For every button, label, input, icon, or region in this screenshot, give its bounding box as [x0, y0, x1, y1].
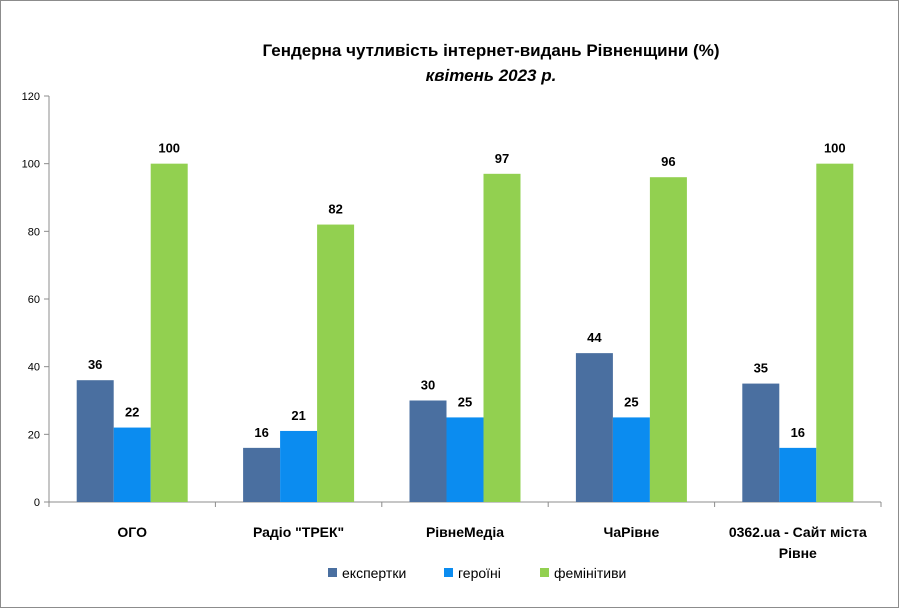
legend-swatch [444, 568, 453, 577]
legend-label: героїні [458, 565, 501, 581]
bar [317, 224, 355, 503]
data-label: 22 [125, 405, 139, 420]
data-label: 44 [587, 330, 602, 345]
data-label: 82 [328, 202, 342, 217]
bar [575, 353, 613, 502]
bar [150, 163, 188, 502]
data-label: 16 [791, 425, 805, 440]
category-label: ЧаРівне [604, 524, 660, 540]
data-labels: 36 16 30 44 35 22 21 25 25 16 100 82 97 96 100 [88, 141, 846, 440]
legend-swatch [328, 568, 337, 577]
bar [280, 430, 318, 502]
data-label: 30 [421, 378, 435, 393]
bar [243, 447, 281, 502]
y-tick-label: 60 [28, 294, 40, 306]
bar [779, 447, 817, 502]
category-label: ОГО [117, 524, 147, 540]
data-label: 36 [88, 357, 102, 372]
y-tick-label: 100 [22, 159, 40, 171]
legend: експертки героїні фемінітиви [328, 565, 626, 581]
bar [483, 173, 521, 503]
data-label: 16 [254, 425, 268, 440]
bar [446, 417, 484, 502]
bar [649, 177, 687, 502]
bar [113, 427, 151, 502]
legend-swatch [540, 568, 549, 577]
bar [76, 380, 114, 502]
data-label: 96 [661, 154, 675, 169]
data-label: 100 [824, 141, 846, 156]
bar [612, 417, 650, 502]
legend-label: фемінітиви [554, 565, 626, 581]
data-label: 35 [754, 361, 768, 376]
y-tick-label: 80 [28, 226, 40, 238]
bar [409, 400, 447, 502]
legend-label: експертки [342, 565, 406, 581]
chart-title: Гендерна чутливість інтернет-видань Рівн… [263, 41, 720, 60]
bars [76, 163, 854, 503]
y-tick-label: 20 [28, 429, 40, 441]
y-tick-label: 40 [28, 362, 40, 374]
category-labels: ОГО Радіо "ТРЕК" РівнеМедіа ЧаРівне 0362.ua … [117, 524, 867, 561]
bar [816, 163, 854, 502]
data-label: 25 [458, 394, 472, 409]
y-tick-label: 120 [22, 91, 40, 103]
bar [742, 383, 780, 502]
category-label: РівнеМедіа [426, 524, 504, 540]
chart-subtitle: квітень 2023 р. [426, 66, 557, 85]
category-label: Радіо "ТРЕК" [253, 524, 344, 540]
y-tick-label: 0 [34, 497, 40, 509]
data-label: 25 [624, 394, 638, 409]
category-label: Рівне [779, 545, 817, 561]
data-label: 100 [158, 141, 180, 156]
category-label: 0362.ua - Сайт міста [729, 524, 867, 540]
data-label: 97 [495, 151, 509, 166]
data-label: 21 [291, 408, 305, 423]
